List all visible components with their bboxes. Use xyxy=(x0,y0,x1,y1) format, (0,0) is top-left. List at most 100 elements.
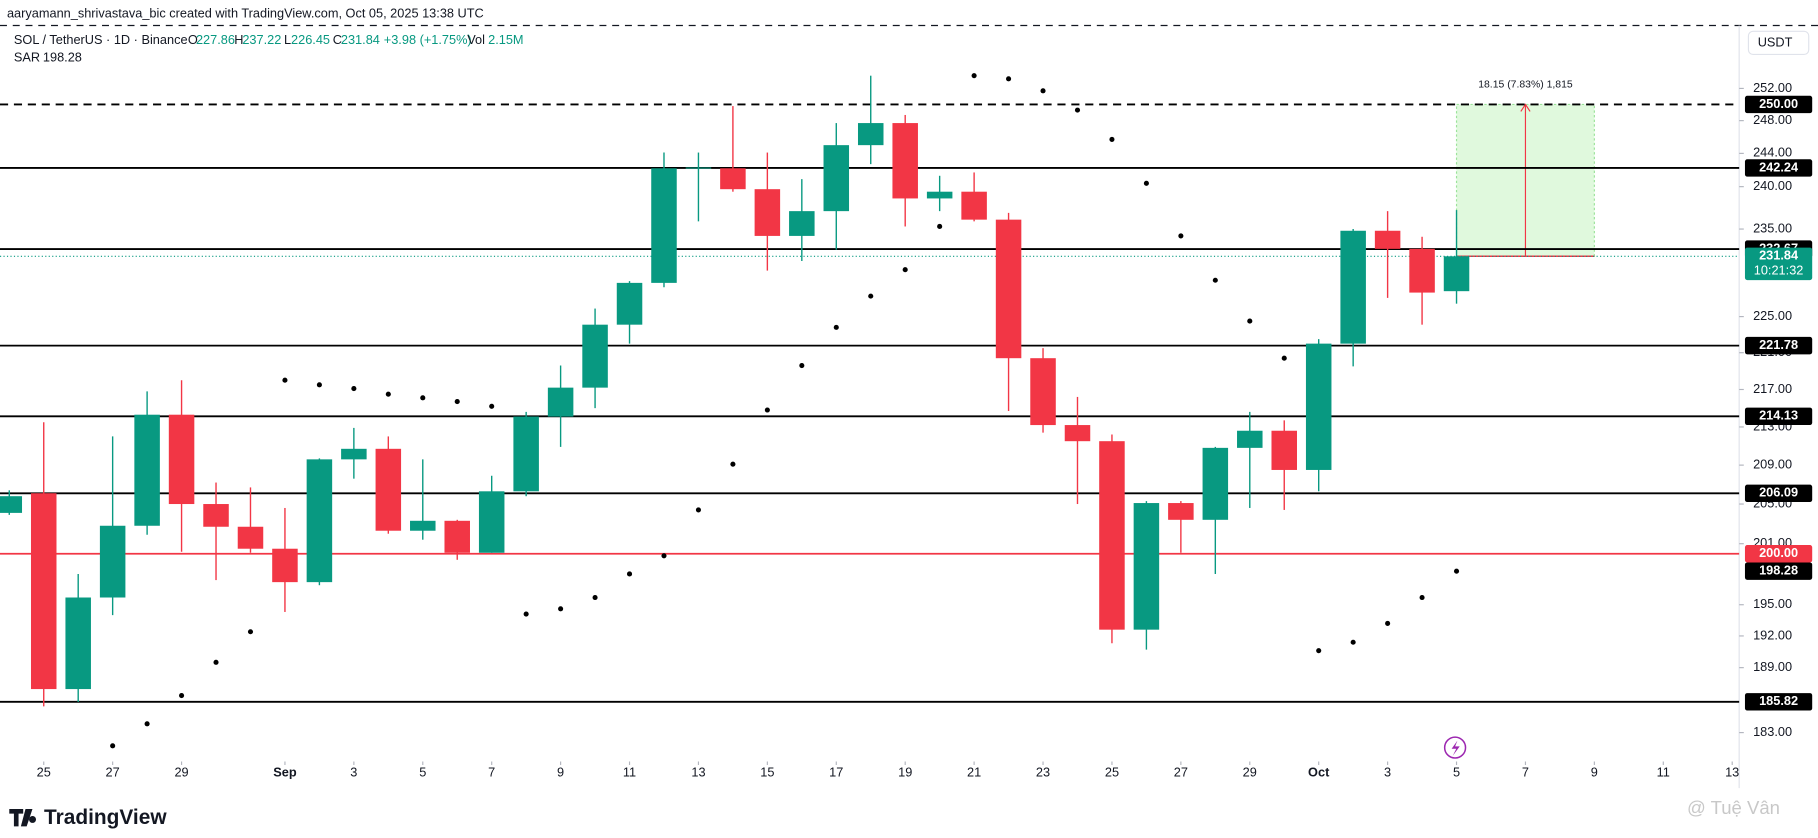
candle-body xyxy=(1305,343,1332,470)
level-label-box xyxy=(1744,562,1813,580)
x-tick-label: 3 xyxy=(1384,764,1391,779)
x-tick-label: 5 xyxy=(1453,764,1460,779)
candle-body xyxy=(341,448,367,460)
sar-dot xyxy=(385,391,391,397)
candle-body xyxy=(237,526,264,549)
level-label-box xyxy=(1744,484,1813,503)
sar-dot xyxy=(1143,180,1149,186)
candle-body xyxy=(926,191,953,199)
sar-dot xyxy=(454,399,460,405)
candle-body xyxy=(823,145,850,212)
credit: aaryamann_shrivastava_bic created with T… xyxy=(7,5,484,20)
close-label: C xyxy=(333,32,342,47)
close-value: 231.84 xyxy=(341,32,380,47)
candle-body xyxy=(410,520,436,531)
level-label-box xyxy=(1744,407,1813,425)
event-bolt xyxy=(1451,740,1460,756)
candle-body xyxy=(30,493,57,690)
sar-dot xyxy=(179,692,185,699)
candle-body xyxy=(1030,358,1056,426)
sar-dot xyxy=(902,267,908,273)
sar-dot xyxy=(282,377,288,383)
sar-dot xyxy=(661,553,667,559)
candle-body xyxy=(1340,230,1366,344)
sar-dot xyxy=(1281,355,1287,361)
sar-dot xyxy=(626,571,633,577)
x-tick-label: 15 xyxy=(760,764,774,779)
x-tick-label: Oct xyxy=(1308,764,1330,779)
x-tick-label: 29 xyxy=(174,764,188,779)
y-tick-label: 195.00 xyxy=(1753,596,1792,611)
candle-body xyxy=(444,520,470,553)
candle-body xyxy=(272,548,298,583)
sar-dot xyxy=(971,73,977,79)
level-label: 221.78 xyxy=(1759,337,1798,352)
level-label: 214.13 xyxy=(1759,408,1798,423)
sar-dot xyxy=(833,324,839,330)
sar-value: 198.28 xyxy=(43,49,82,64)
sar-dot xyxy=(937,223,943,230)
level-label: 250.00 xyxy=(1759,96,1798,111)
candle-body xyxy=(720,168,746,190)
currency-button[interactable] xyxy=(1747,30,1810,56)
sar-dot xyxy=(1316,648,1322,654)
sar-dot xyxy=(1385,620,1391,626)
low-label: L xyxy=(284,32,291,47)
candle-body xyxy=(995,219,1022,359)
high-value: 237.22 xyxy=(242,32,281,47)
candle-body xyxy=(1099,441,1125,630)
level-countdown: 10:21:32 xyxy=(1754,263,1804,278)
candle-body xyxy=(478,491,505,553)
y-tick-label: 225.00 xyxy=(1753,308,1792,323)
sar-dot xyxy=(351,386,357,392)
x-tick-label: 3 xyxy=(350,764,357,779)
logo-icon xyxy=(9,809,37,827)
y-tick-label: 183.00 xyxy=(1753,724,1792,739)
candle-body xyxy=(375,448,402,531)
sar-dot xyxy=(1350,639,1356,645)
x-tick-label: 9 xyxy=(1591,764,1598,779)
candle-body xyxy=(685,167,712,169)
candle-body xyxy=(582,324,608,388)
sar-dot xyxy=(247,629,254,635)
candle-body xyxy=(0,496,23,513)
x-tick-label: 21 xyxy=(967,764,981,779)
y-tick-label: 235.00 xyxy=(1753,220,1792,235)
x-tick-label: 11 xyxy=(623,764,636,779)
candle-body xyxy=(1271,430,1297,470)
vol-label: Vol xyxy=(467,32,485,47)
x-tick-label: 7 xyxy=(488,764,495,779)
y-tick-label: 244.00 xyxy=(1753,145,1792,160)
candle-body xyxy=(1443,256,1470,292)
level-label: 206.09 xyxy=(1759,485,1798,500)
sar-dot xyxy=(110,743,116,749)
candle-body xyxy=(65,597,91,690)
x-tick-label: 29 xyxy=(1243,764,1257,779)
x-tick-label: 9 xyxy=(557,764,564,779)
watermark: @ Tuệ Vân xyxy=(1687,797,1780,818)
sar-dot xyxy=(1212,277,1218,283)
position-label: 18.15 (7.83%) 1,815 xyxy=(1478,80,1573,91)
x-tick-label: 25 xyxy=(1105,764,1119,779)
event-icon[interactable] xyxy=(1443,736,1467,759)
sar-dot xyxy=(1109,136,1115,142)
sar-dot xyxy=(523,611,529,617)
candle-body xyxy=(651,168,677,283)
candle-body xyxy=(306,459,333,583)
candle-body xyxy=(1168,503,1194,520)
logo: TradingView xyxy=(44,806,167,829)
x-tick-label: 17 xyxy=(829,764,843,779)
sar-dot xyxy=(1419,594,1425,601)
y-tick-label: 252.00 xyxy=(1753,80,1792,95)
candle-body xyxy=(168,414,195,505)
y-tick-label: 248.00 xyxy=(1753,112,1792,127)
x-tick-label: 27 xyxy=(1174,764,1188,779)
y-tick-label: 209.00 xyxy=(1753,457,1792,472)
currency[interactable]: USDT xyxy=(1758,34,1793,49)
sar-dot xyxy=(489,403,495,409)
sar-dot xyxy=(592,594,598,601)
level-label-box xyxy=(1744,693,1813,711)
x-tick-label: 23 xyxy=(1036,764,1050,779)
sar-dot xyxy=(420,395,426,401)
sar-dot xyxy=(1006,76,1012,82)
